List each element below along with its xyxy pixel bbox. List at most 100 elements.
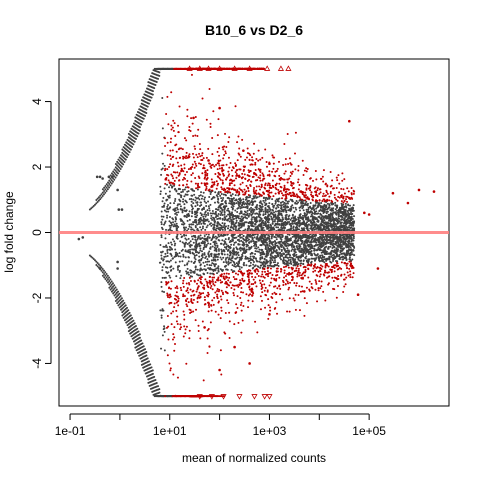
data-point [241,181,244,184]
data-point [282,284,285,287]
data-point [205,226,208,229]
data-point [345,276,348,279]
data-point [257,149,260,152]
data-point [220,373,223,376]
data-point [262,191,265,194]
data-point [92,204,95,207]
data-point [201,320,204,323]
data-point [97,196,100,199]
data-point [227,170,230,173]
data-point [181,208,184,211]
data-point [302,202,305,205]
data-point [336,179,339,182]
data-point [164,182,167,185]
data-point [236,256,239,259]
data-point [270,187,273,190]
data-point [224,150,227,153]
data-point [321,265,324,268]
data-point [160,234,163,237]
data-point [194,236,197,239]
data-point [184,249,187,252]
data-point [225,205,228,208]
data-point [335,198,338,201]
data-point [191,189,194,192]
data-point [218,228,221,231]
data-point [287,209,290,212]
data-point [331,203,334,206]
data-point [291,204,294,207]
data-point [244,257,247,260]
data-point [115,171,118,174]
data-point [338,182,341,185]
data-point [113,171,116,174]
data-point [220,309,223,312]
data-point [224,132,227,135]
data-point [279,201,282,204]
data-point [166,198,169,201]
data-point [159,261,162,264]
data-point [310,250,313,253]
data-point [245,264,248,267]
data-point [191,251,194,254]
data-point [200,191,203,194]
data-point [176,266,179,269]
data-point [227,174,230,177]
data-point [198,261,201,264]
data-point [218,173,221,176]
data-point [335,219,338,222]
data-point [217,248,220,251]
data-point [331,276,334,279]
data-point [321,200,324,203]
data-point [122,146,125,149]
data-point [216,272,219,275]
data-point [247,279,250,282]
data-point [337,195,340,198]
data-point [190,228,193,231]
data-point [329,170,332,173]
data-point [191,238,194,241]
data-point [105,190,108,193]
data-point [183,264,186,267]
data-point [270,257,273,260]
data-point [303,244,306,247]
data-point [208,223,211,226]
data-point [192,270,195,273]
data-point [265,241,268,244]
data-point [223,272,226,275]
data-point [313,247,316,250]
data-point [295,255,298,258]
data-point [222,261,225,264]
data-point [302,252,305,255]
data-point [162,215,165,218]
data-point [163,164,166,167]
data-point [247,276,250,279]
data-point [316,187,319,190]
data-point [270,251,273,254]
data-point [245,237,248,240]
data-point [215,242,218,245]
data-point [161,290,164,293]
data-point [249,194,252,197]
data-point [232,291,235,294]
data-point [205,185,208,188]
data-point [273,259,276,262]
data-point [114,176,117,179]
data-point [336,268,339,271]
data-point [250,220,253,223]
data-point [281,216,284,219]
data-point [148,384,151,387]
data-point [193,193,196,196]
data-point [162,263,165,266]
data-point [278,248,281,251]
data-point [259,308,262,311]
data-point [245,243,248,246]
data-point [175,157,178,160]
data-point [190,204,193,207]
data-point [315,207,318,210]
data-point [288,310,291,313]
data-point [203,296,206,299]
data-point [278,284,281,287]
data-point [130,335,133,338]
data-point [117,162,120,165]
data-point [109,288,112,291]
